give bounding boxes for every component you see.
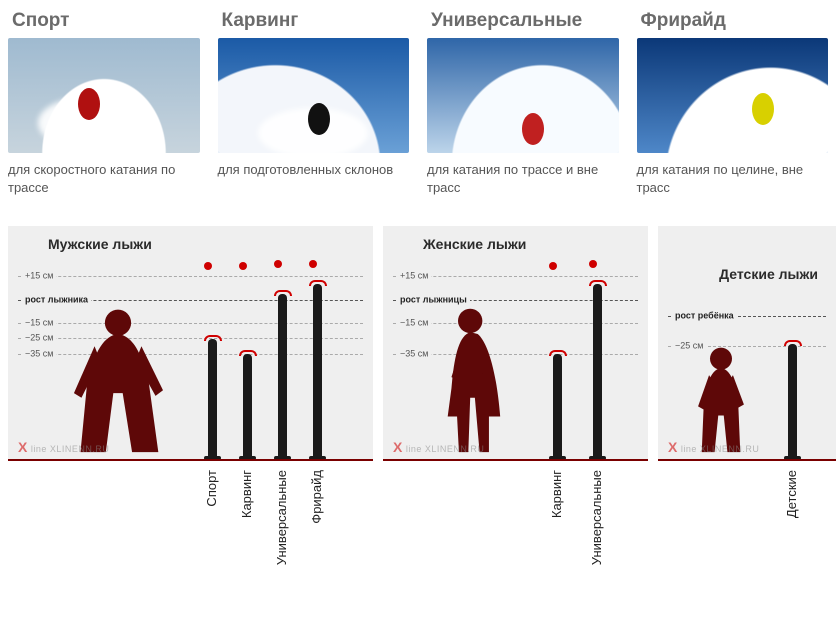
baseline bbox=[383, 459, 648, 461]
panel-title: Детские лыжи bbox=[719, 266, 818, 282]
watermark: X line XLINENN.RU bbox=[393, 439, 484, 455]
ref-label: −15 см bbox=[22, 318, 56, 328]
category-title: Карвинг bbox=[218, 10, 410, 32]
ref-label: рост ребёнка bbox=[672, 311, 737, 321]
category-desc: для скоростного катания по трассе bbox=[8, 161, 200, 196]
category-desc: для катания по целине, вне трасс bbox=[637, 161, 829, 196]
ski-bar bbox=[788, 344, 797, 459]
category-desc: для подготовленных склонов bbox=[218, 161, 410, 179]
connector-dot bbox=[274, 260, 282, 268]
categories-row: Спорт для скоростного катания по трассе … bbox=[8, 10, 828, 196]
person-silhouette bbox=[63, 304, 173, 459]
ski-bar bbox=[208, 339, 217, 459]
panel-title: Женские лыжи bbox=[423, 236, 526, 252]
sizing-chart: Мужские лыжи +15 см рост лыжника −15 см −25 … bbox=[8, 226, 828, 566]
ref-label: рост лыжника bbox=[22, 295, 91, 305]
watermark: X line XLINENN.RU bbox=[668, 439, 759, 455]
ski-bar bbox=[313, 284, 322, 459]
ski-label: Фрирайд bbox=[309, 470, 324, 524]
category-card: Универсальные для катания по трассе и вн… bbox=[427, 10, 619, 196]
connector-dot bbox=[549, 262, 557, 270]
ref-label: +15 см bbox=[397, 271, 431, 281]
ref-label: рост лыжницы bbox=[397, 295, 470, 305]
ski-bar bbox=[553, 354, 562, 459]
ski-label: Детские bbox=[784, 470, 799, 518]
ski-label: Спорт bbox=[204, 470, 219, 507]
person-silhouette bbox=[428, 304, 518, 459]
category-card: Фрирайд для катания по целине, вне трасс bbox=[637, 10, 829, 196]
connector-dot bbox=[309, 260, 317, 268]
category-title: Фрирайд bbox=[637, 10, 829, 32]
ref-label: +15 см bbox=[22, 271, 56, 281]
category-card: Карвинг для подготовленных склонов bbox=[218, 10, 410, 196]
panel-title: Мужские лыжи bbox=[48, 236, 152, 252]
ski-label: Карвинг bbox=[549, 470, 564, 518]
ref-label: −25 см bbox=[22, 333, 56, 343]
ski-bar bbox=[243, 354, 252, 459]
category-card: Спорт для скоростного катания по трассе bbox=[8, 10, 200, 196]
ski-bar bbox=[278, 294, 287, 459]
ref-label: −15 см bbox=[397, 318, 431, 328]
ski-bar bbox=[593, 284, 602, 459]
category-image bbox=[427, 38, 619, 153]
category-title: Универсальные bbox=[427, 10, 619, 32]
baseline bbox=[658, 459, 836, 461]
category-desc: для катания по трассе и вне трасс bbox=[427, 161, 619, 196]
connector-dot bbox=[204, 262, 212, 270]
panel-women: Женские лыжи +15 см рост лыжницы −15 см −35 … bbox=[383, 226, 648, 461]
category-title: Спорт bbox=[8, 10, 200, 32]
panel-men: Мужские лыжи +15 см рост лыжника −15 см −25 … bbox=[8, 226, 373, 461]
category-image bbox=[8, 38, 200, 153]
panel-kids: Детские лыжирост ребёнка−25 смX line XLI… bbox=[658, 226, 836, 461]
watermark: X line XLINENN.RU bbox=[18, 439, 109, 455]
category-image bbox=[637, 38, 829, 153]
ref-label: −35 см bbox=[22, 349, 56, 359]
ref-line bbox=[18, 276, 363, 277]
ski-label: Универсальные bbox=[589, 470, 604, 565]
category-image bbox=[218, 38, 410, 153]
ref-label: −35 см bbox=[397, 349, 431, 359]
baseline bbox=[8, 459, 373, 461]
ski-label: Универсальные bbox=[274, 470, 289, 565]
connector-dot bbox=[239, 262, 247, 270]
connector-dot bbox=[589, 260, 597, 268]
ski-label: Карвинг bbox=[239, 470, 254, 518]
